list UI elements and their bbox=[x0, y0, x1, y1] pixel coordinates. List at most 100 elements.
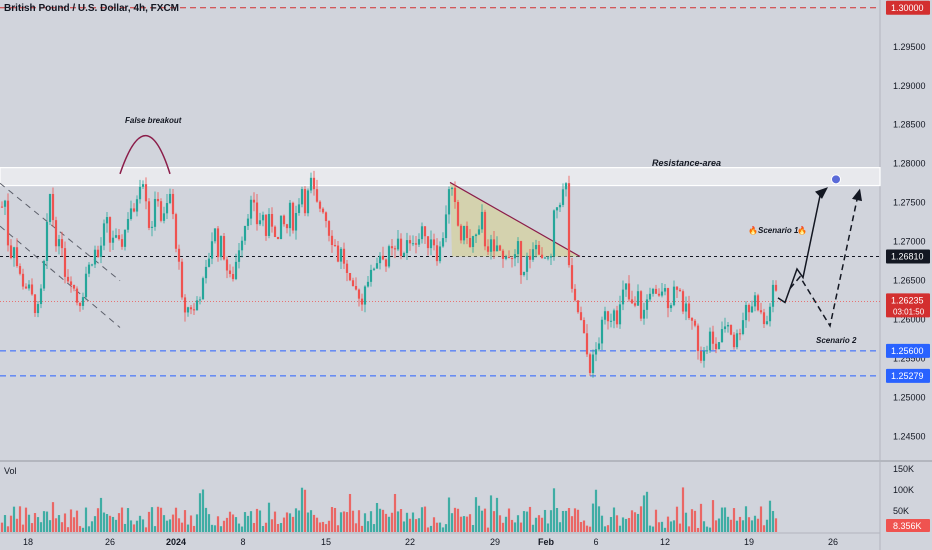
volume-bar bbox=[582, 520, 586, 532]
target-marker bbox=[831, 174, 841, 185]
channel-line-upper bbox=[0, 182, 121, 282]
volume-bar bbox=[276, 523, 280, 532]
candle-body bbox=[726, 324, 730, 327]
volume-bar bbox=[174, 507, 178, 532]
candle-body bbox=[36, 304, 40, 314]
candle-body bbox=[453, 187, 457, 202]
volume-bar bbox=[168, 519, 172, 532]
candle-body bbox=[120, 239, 124, 247]
volume-bar bbox=[759, 506, 763, 532]
candle-body bbox=[606, 311, 610, 322]
volume-bar bbox=[129, 520, 133, 532]
scenario1-arrowhead bbox=[815, 187, 828, 199]
candle-body bbox=[444, 214, 448, 239]
volume-bar bbox=[447, 497, 451, 532]
volume-bar bbox=[75, 510, 79, 532]
candle-body bbox=[270, 213, 274, 227]
volume-bar bbox=[645, 491, 649, 532]
volume-bar bbox=[339, 512, 343, 532]
candle-body bbox=[339, 248, 343, 262]
volume-bar bbox=[153, 526, 157, 532]
scenario1-label: Scenario 1 bbox=[758, 226, 799, 235]
volume-bar bbox=[708, 527, 712, 532]
candle-body bbox=[111, 237, 115, 243]
volume-bar bbox=[183, 510, 187, 532]
volume-bar bbox=[294, 508, 298, 532]
volume-bar bbox=[171, 514, 175, 532]
candle-body bbox=[369, 269, 373, 282]
volume-bar bbox=[162, 515, 166, 532]
volume-bar bbox=[669, 521, 673, 532]
candle-body bbox=[201, 278, 205, 300]
candle-body bbox=[363, 286, 367, 305]
candle-body bbox=[603, 311, 607, 320]
volume-bar bbox=[207, 514, 211, 532]
candle-body bbox=[291, 202, 295, 231]
candle-body bbox=[555, 207, 559, 211]
candle-body bbox=[519, 241, 523, 276]
volume-bar bbox=[99, 497, 103, 532]
resistance-area bbox=[0, 167, 881, 187]
candle-body bbox=[81, 297, 85, 306]
volume-bar bbox=[435, 522, 439, 532]
volume-bar bbox=[192, 525, 196, 532]
volume-bar bbox=[15, 518, 19, 532]
candle-body bbox=[306, 190, 310, 214]
candle-body bbox=[18, 266, 22, 274]
candle-body bbox=[345, 263, 349, 273]
candle-body bbox=[258, 220, 262, 225]
volume-bar bbox=[348, 493, 352, 532]
candle-body bbox=[420, 226, 424, 240]
candle-body bbox=[711, 331, 715, 344]
candle-body bbox=[273, 226, 277, 237]
candle-body bbox=[600, 319, 604, 344]
candle-body bbox=[180, 261, 184, 298]
candle-body bbox=[384, 259, 388, 267]
volume-bar bbox=[255, 508, 259, 532]
volume-bar bbox=[768, 500, 772, 532]
volume-bar bbox=[378, 508, 382, 532]
candle-body bbox=[594, 349, 598, 355]
volume-bar bbox=[408, 518, 412, 532]
volume-bar bbox=[6, 526, 10, 532]
candle-body bbox=[234, 261, 238, 280]
volume-bar bbox=[360, 525, 364, 532]
candle-body bbox=[48, 193, 52, 222]
volume-bar bbox=[717, 518, 721, 532]
time-tick: 29 bbox=[490, 537, 500, 547]
candle-body bbox=[243, 225, 247, 241]
candle-body bbox=[435, 245, 439, 262]
volume-bar bbox=[699, 503, 703, 532]
volume-bar bbox=[495, 497, 499, 532]
volume-bar bbox=[216, 516, 220, 532]
candle-body bbox=[609, 320, 613, 322]
candle-body bbox=[66, 276, 70, 282]
candle-body bbox=[528, 255, 532, 260]
volume-bar bbox=[57, 515, 61, 532]
volume-bar bbox=[225, 517, 229, 532]
candle-body bbox=[135, 199, 139, 212]
candle-body bbox=[87, 264, 91, 274]
volume-bar bbox=[66, 527, 70, 532]
volume-bar bbox=[351, 510, 355, 532]
candle-body bbox=[597, 343, 601, 350]
candle-body bbox=[276, 236, 280, 240]
candle-body bbox=[516, 241, 520, 255]
candle-body bbox=[624, 283, 628, 290]
volume-bar bbox=[438, 522, 442, 532]
volume-bar bbox=[330, 507, 334, 532]
candle-body bbox=[480, 211, 484, 230]
volume-bar bbox=[537, 515, 541, 532]
volume-bar bbox=[660, 521, 664, 532]
candle-body bbox=[540, 254, 544, 259]
candle-body bbox=[213, 228, 217, 242]
volume-bar bbox=[267, 502, 271, 532]
candle-body bbox=[174, 214, 178, 249]
candle-body bbox=[132, 208, 136, 212]
candle-body bbox=[639, 291, 643, 319]
candle-body bbox=[156, 198, 160, 202]
candle-body bbox=[672, 286, 676, 306]
volume-bar bbox=[39, 522, 43, 532]
candle-body bbox=[486, 246, 490, 252]
